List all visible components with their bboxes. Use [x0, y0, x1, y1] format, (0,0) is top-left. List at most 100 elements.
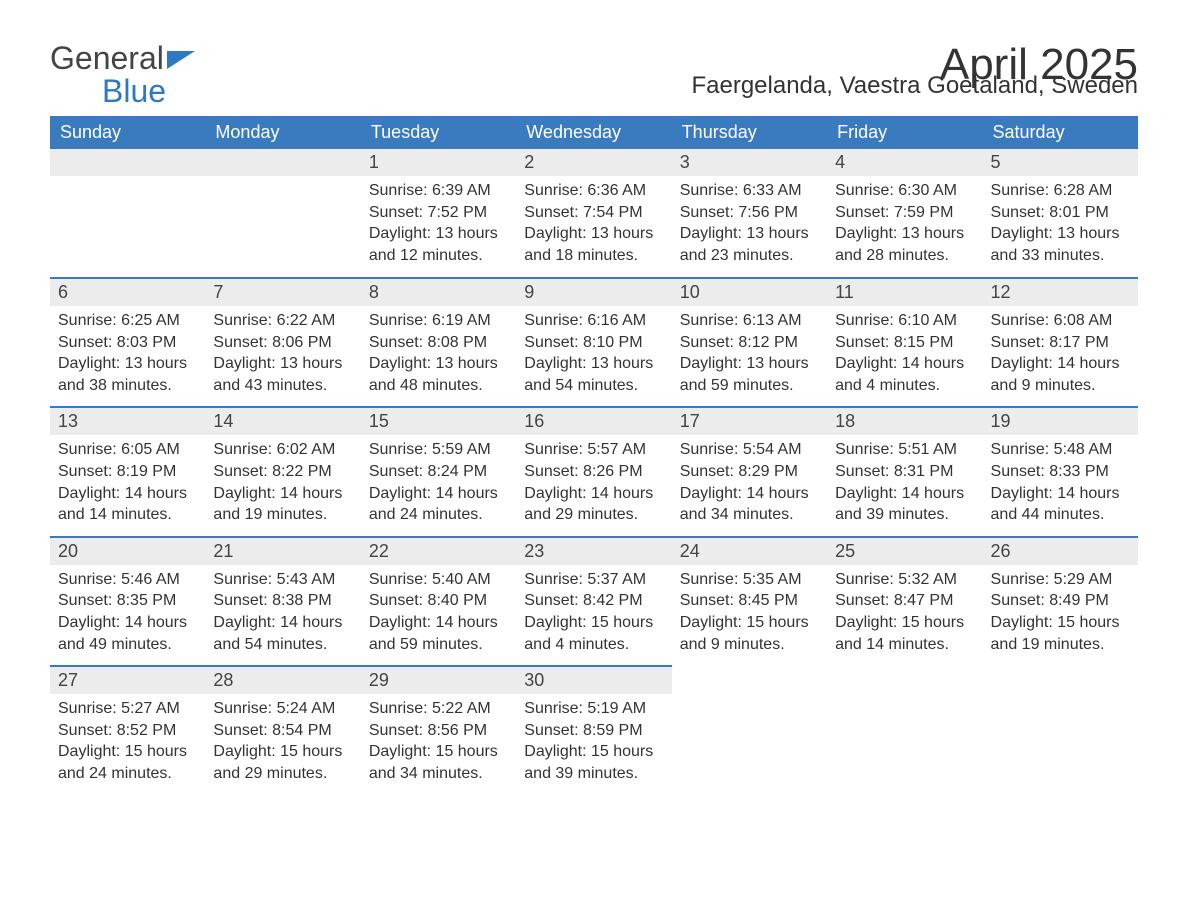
calendar-cell: 5Sunrise: 6:28 AMSunset: 8:01 PMDaylight… — [983, 149, 1138, 277]
daylight-line: Daylight: 14 hours and 9 minutes. — [991, 353, 1130, 396]
calendar-cell: 13Sunrise: 6:05 AMSunset: 8:19 PMDayligh… — [50, 406, 205, 535]
day-body: Sunrise: 5:32 AMSunset: 8:47 PMDaylight:… — [827, 565, 982, 665]
day-number: 10 — [672, 277, 827, 306]
calendar-cell: 4Sunrise: 6:30 AMSunset: 7:59 PMDaylight… — [827, 149, 982, 277]
weekday-header: Thursday — [672, 116, 827, 149]
daylight-line: Daylight: 14 hours and 49 minutes. — [58, 612, 197, 655]
sunrise-line: Sunrise: 6:16 AM — [524, 310, 663, 332]
calendar-cell — [50, 149, 205, 277]
day-number: 16 — [516, 406, 671, 435]
sunrise-line: Sunrise: 6:39 AM — [369, 180, 508, 202]
sunrise-line: Sunrise: 6:10 AM — [835, 310, 974, 332]
day-body: Sunrise: 6:39 AMSunset: 7:52 PMDaylight:… — [361, 176, 516, 276]
brand-part2-wrap: Blue — [102, 73, 166, 110]
day-body: Sunrise: 6:02 AMSunset: 8:22 PMDaylight:… — [205, 435, 360, 535]
calendar-cell: 2Sunrise: 6:36 AMSunset: 7:54 PMDaylight… — [516, 149, 671, 277]
calendar-cell: 8Sunrise: 6:19 AMSunset: 8:08 PMDaylight… — [361, 277, 516, 406]
brand-part1: General — [50, 40, 164, 77]
daylight-line: Daylight: 13 hours and 12 minutes. — [369, 223, 508, 266]
day-body: Sunrise: 6:16 AMSunset: 8:10 PMDaylight:… — [516, 306, 671, 406]
sunset-line: Sunset: 8:42 PM — [524, 590, 663, 612]
weekday-header: Friday — [827, 116, 982, 149]
day-number: 19 — [983, 406, 1138, 435]
daylight-line: Daylight: 15 hours and 14 minutes. — [835, 612, 974, 655]
daylight-line: Daylight: 13 hours and 23 minutes. — [680, 223, 819, 266]
day-number: 29 — [361, 665, 516, 694]
calendar-cell: 9Sunrise: 6:16 AMSunset: 8:10 PMDaylight… — [516, 277, 671, 406]
sunrise-line: Sunrise: 6:13 AM — [680, 310, 819, 332]
day-body: Sunrise: 5:35 AMSunset: 8:45 PMDaylight:… — [672, 565, 827, 665]
day-number: 9 — [516, 277, 671, 306]
day-body: Sunrise: 6:36 AMSunset: 7:54 PMDaylight:… — [516, 176, 671, 276]
sunrise-line: Sunrise: 5:22 AM — [369, 698, 508, 720]
daylight-line: Daylight: 15 hours and 29 minutes. — [213, 741, 352, 784]
calendar-cell — [827, 665, 982, 794]
day-body: Sunrise: 5:43 AMSunset: 8:38 PMDaylight:… — [205, 565, 360, 665]
sunset-line: Sunset: 8:12 PM — [680, 332, 819, 354]
daylight-line: Daylight: 13 hours and 38 minutes. — [58, 353, 197, 396]
daylight-line: Daylight: 14 hours and 39 minutes. — [835, 483, 974, 526]
day-body: Sunrise: 5:22 AMSunset: 8:56 PMDaylight:… — [361, 694, 516, 794]
calendar-cell: 25Sunrise: 5:32 AMSunset: 8:47 PMDayligh… — [827, 536, 982, 665]
calendar-cell: 30Sunrise: 5:19 AMSunset: 8:59 PMDayligh… — [516, 665, 671, 794]
daylight-line: Daylight: 15 hours and 9 minutes. — [680, 612, 819, 655]
calendar-cell: 22Sunrise: 5:40 AMSunset: 8:40 PMDayligh… — [361, 536, 516, 665]
day-number: 20 — [50, 536, 205, 565]
sunset-line: Sunset: 7:54 PM — [524, 202, 663, 224]
day-header-empty — [50, 149, 205, 176]
day-number: 22 — [361, 536, 516, 565]
sunset-line: Sunset: 8:54 PM — [213, 720, 352, 742]
daylight-line: Daylight: 14 hours and 24 minutes. — [369, 483, 508, 526]
calendar-cell: 17Sunrise: 5:54 AMSunset: 8:29 PMDayligh… — [672, 406, 827, 535]
sunrise-line: Sunrise: 5:19 AM — [524, 698, 663, 720]
calendar-cell: 28Sunrise: 5:24 AMSunset: 8:54 PMDayligh… — [205, 665, 360, 794]
day-number: 21 — [205, 536, 360, 565]
sunset-line: Sunset: 8:17 PM — [991, 332, 1130, 354]
day-number: 4 — [827, 149, 982, 176]
daylight-line: Daylight: 13 hours and 18 minutes. — [524, 223, 663, 266]
daylight-line: Daylight: 14 hours and 44 minutes. — [991, 483, 1130, 526]
sunset-line: Sunset: 8:26 PM — [524, 461, 663, 483]
sunrise-line: Sunrise: 5:54 AM — [680, 439, 819, 461]
day-number: 8 — [361, 277, 516, 306]
daylight-line: Daylight: 15 hours and 24 minutes. — [58, 741, 197, 784]
sunrise-line: Sunrise: 6:25 AM — [58, 310, 197, 332]
sunset-line: Sunset: 8:49 PM — [991, 590, 1130, 612]
sunset-line: Sunset: 8:22 PM — [213, 461, 352, 483]
calendar-cell: 21Sunrise: 5:43 AMSunset: 8:38 PMDayligh… — [205, 536, 360, 665]
flag-icon — [167, 40, 195, 77]
day-body: Sunrise: 6:22 AMSunset: 8:06 PMDaylight:… — [205, 306, 360, 406]
day-number: 12 — [983, 277, 1138, 306]
sunrise-line: Sunrise: 6:19 AM — [369, 310, 508, 332]
day-number: 18 — [827, 406, 982, 435]
sunset-line: Sunset: 8:03 PM — [58, 332, 197, 354]
weekday-header: Wednesday — [516, 116, 671, 149]
daylight-line: Daylight: 13 hours and 59 minutes. — [680, 353, 819, 396]
day-body: Sunrise: 6:10 AMSunset: 8:15 PMDaylight:… — [827, 306, 982, 406]
calendar-cell: 23Sunrise: 5:37 AMSunset: 8:42 PMDayligh… — [516, 536, 671, 665]
weekday-header: Saturday — [983, 116, 1138, 149]
daylight-line: Daylight: 15 hours and 34 minutes. — [369, 741, 508, 784]
calendar-table: SundayMondayTuesdayWednesdayThursdayFrid… — [50, 116, 1138, 795]
sunset-line: Sunset: 7:52 PM — [369, 202, 508, 224]
day-body: Sunrise: 5:19 AMSunset: 8:59 PMDaylight:… — [516, 694, 671, 794]
sunset-line: Sunset: 8:56 PM — [369, 720, 508, 742]
sunset-line: Sunset: 7:56 PM — [680, 202, 819, 224]
day-number: 3 — [672, 149, 827, 176]
sunset-line: Sunset: 8:45 PM — [680, 590, 819, 612]
day-body: Sunrise: 5:46 AMSunset: 8:35 PMDaylight:… — [50, 565, 205, 665]
sunset-line: Sunset: 8:38 PM — [213, 590, 352, 612]
sunset-line: Sunset: 8:24 PM — [369, 461, 508, 483]
weekday-header: Tuesday — [361, 116, 516, 149]
day-number: 26 — [983, 536, 1138, 565]
sunrise-line: Sunrise: 5:43 AM — [213, 569, 352, 591]
calendar-cell: 29Sunrise: 5:22 AMSunset: 8:56 PMDayligh… — [361, 665, 516, 794]
sunrise-line: Sunrise: 5:27 AM — [58, 698, 197, 720]
sunset-line: Sunset: 8:35 PM — [58, 590, 197, 612]
sunrise-line: Sunrise: 5:35 AM — [680, 569, 819, 591]
day-body: Sunrise: 5:37 AMSunset: 8:42 PMDaylight:… — [516, 565, 671, 665]
sunset-line: Sunset: 8:52 PM — [58, 720, 197, 742]
sunrise-line: Sunrise: 5:48 AM — [991, 439, 1130, 461]
sunrise-line: Sunrise: 6:36 AM — [524, 180, 663, 202]
calendar-body: 1Sunrise: 6:39 AMSunset: 7:52 PMDaylight… — [50, 149, 1138, 795]
